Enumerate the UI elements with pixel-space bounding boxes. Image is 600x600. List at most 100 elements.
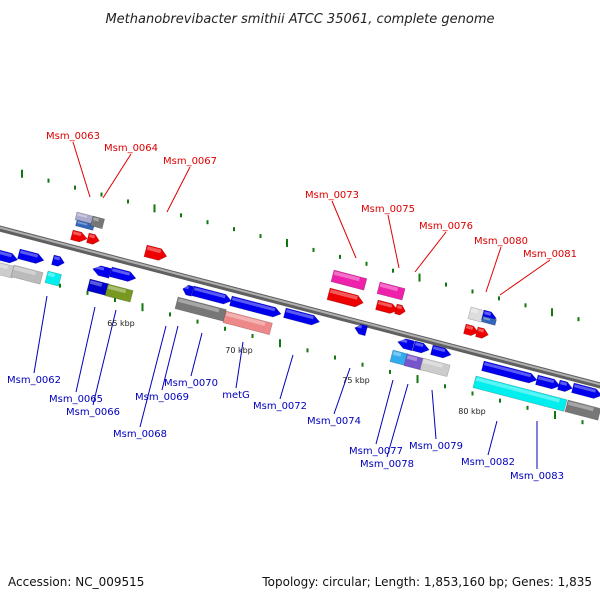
gene-gloss <box>53 256 61 261</box>
gene-gloss <box>111 268 131 276</box>
gene-gloss <box>355 324 363 329</box>
gene-gloss <box>77 221 88 226</box>
gene-feature <box>481 360 538 384</box>
gene-arrow <box>394 303 406 316</box>
gene-feature <box>397 338 415 352</box>
gene-gloss <box>93 265 105 271</box>
scale-kbp-label: 75 kbp <box>342 376 370 385</box>
gene-feature <box>109 266 137 282</box>
gene-arrow <box>354 324 368 337</box>
gene-gloss <box>0 261 9 270</box>
gene-features <box>0 211 600 421</box>
gene-label: Msm_0065 <box>49 394 103 405</box>
gene-gloss <box>477 328 485 333</box>
gene-feature <box>104 283 134 303</box>
scale-kbp-label: 65 kbp <box>107 319 135 328</box>
gene-label: Msm_0069 <box>135 392 189 403</box>
gene-arrow <box>0 246 19 264</box>
gene-feature <box>70 229 88 243</box>
label-leader-line <box>279 354 294 400</box>
gene-arrow <box>326 287 364 308</box>
map-title: Methanobrevibacter smithii ATCC 35061, c… <box>105 12 494 27</box>
gene-gloss <box>470 308 479 314</box>
label-leader-line <box>102 153 132 199</box>
gene-feature <box>92 265 112 279</box>
gene-gloss <box>465 325 474 330</box>
gene-gloss <box>475 377 560 403</box>
gene-arrow <box>571 382 600 399</box>
gene-arrow <box>376 281 406 301</box>
gene-feature <box>51 254 65 267</box>
accession-text: Accession: NC_009515 <box>8 575 144 589</box>
gene-arrow <box>44 270 62 287</box>
gene-gloss <box>377 301 393 308</box>
gene-feature <box>430 344 452 359</box>
gene-gloss <box>72 231 82 237</box>
gene-feature <box>191 285 232 305</box>
gene-feature <box>283 307 321 326</box>
genome-backbone-highlight <box>0 226 600 386</box>
gene-gloss <box>88 234 96 239</box>
gene-feature <box>182 284 195 297</box>
label-leader-line <box>331 200 357 259</box>
gene-arrow <box>143 244 168 261</box>
gene-gloss <box>414 342 424 348</box>
gene-feature <box>222 310 273 336</box>
gene-gloss <box>333 271 360 282</box>
gene-arrow <box>475 326 489 339</box>
gene-gloss <box>146 246 162 254</box>
gene-arrow <box>472 375 568 412</box>
gene-label: Msm_0079 <box>409 441 463 452</box>
gene-gloss <box>225 312 266 326</box>
gene-gloss <box>193 287 226 299</box>
gene-arrow <box>375 299 399 314</box>
label-leader-line <box>375 379 394 445</box>
gene-label: Msm_0062 <box>7 375 61 386</box>
gene-feature <box>394 303 406 316</box>
gene-feature <box>564 399 600 421</box>
label-leader-line <box>485 246 502 293</box>
gene-arrow <box>90 215 105 230</box>
gene-label: Msm_0073 <box>305 190 359 201</box>
label-leader-line <box>487 420 498 456</box>
gene-label: Msm_0072 <box>253 401 307 412</box>
gene-feature <box>326 287 364 308</box>
gene-feature <box>376 281 406 301</box>
gene-gloss <box>406 355 418 362</box>
gene-arrow <box>0 259 16 279</box>
gene-gloss <box>379 283 399 292</box>
gene-arrow <box>86 232 100 245</box>
gene-label: Msm_0063 <box>46 131 100 142</box>
gene-gloss <box>92 217 100 222</box>
gene-arrow <box>481 360 538 384</box>
gene-feature <box>389 349 409 367</box>
label-leader-line <box>166 166 191 213</box>
gene-arrow <box>51 254 65 267</box>
label-leader-line <box>161 325 179 391</box>
topology-text: Topology: circular; Length: 1,853,160 bp… <box>261 575 592 589</box>
gene-arrow <box>191 285 232 305</box>
gene-label: Msm_0075 <box>361 204 415 215</box>
gene-feature <box>571 382 600 399</box>
gene-feature <box>375 299 399 314</box>
gene-arrow <box>104 283 134 303</box>
gene-gloss <box>559 381 568 386</box>
gene-label: Msm_0077 <box>349 446 403 457</box>
label-leaders <box>33 141 551 469</box>
gene-gloss <box>422 359 444 368</box>
gene-feature <box>17 248 45 264</box>
gene-gloss <box>483 317 491 321</box>
gene-feature <box>75 219 95 231</box>
gene-labels: Msm_0063 Msm_0064 Msm_0067 Msm_0073Msm_0075… <box>7 131 577 482</box>
gene-arrow <box>412 340 430 354</box>
gene-arrow <box>75 219 95 231</box>
label-leader-line <box>414 231 447 273</box>
gene-arrow <box>397 338 415 352</box>
gene-arrow <box>403 353 425 371</box>
gene-feature <box>354 324 368 337</box>
label-leader-line <box>499 259 551 296</box>
gene-gloss <box>89 280 103 287</box>
gene-label: Msm_0076 <box>419 221 473 232</box>
gene-gloss <box>567 401 594 412</box>
